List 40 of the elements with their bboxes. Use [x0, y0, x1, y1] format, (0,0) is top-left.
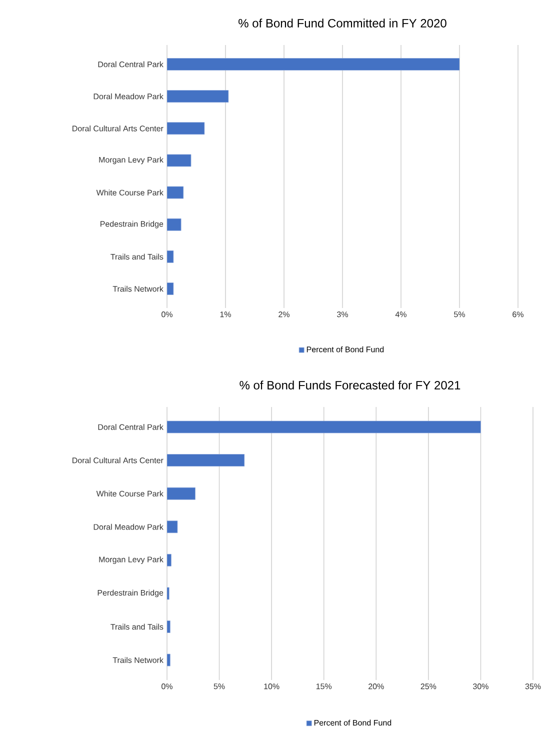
x-tick-label: 10%: [264, 684, 280, 690]
x-tick-label: 5%: [454, 312, 465, 318]
legend-label: Percent of Bond Fund: [314, 720, 392, 726]
x-tick-label: 2%: [278, 312, 290, 318]
bar: [167, 58, 460, 70]
legend-label: Percent of Bond Fund: [306, 346, 384, 352]
y-tick-label: Trails Network: [112, 657, 164, 663]
x-tick-label: 4%: [395, 312, 406, 318]
y-tick-label: White Course Park: [96, 190, 164, 196]
y-tick-label: Doral Meadow Park: [94, 93, 164, 100]
y-tick-label: Morgan Levy Park: [99, 556, 164, 564]
x-tick-label: 35%: [525, 684, 541, 690]
y-tick-label: Doral Meadow Park: [94, 524, 164, 530]
x-tick-label: 20%: [368, 684, 384, 690]
x-tick-label: 3%: [337, 312, 348, 318]
x-tick-label: 5%: [214, 684, 225, 690]
bar: [167, 90, 229, 103]
bar: [167, 454, 245, 466]
bar: [167, 122, 205, 135]
x-tick-label: 15%: [316, 684, 332, 690]
x-tick-label: 0%: [162, 312, 172, 318]
y-tick-label: Doral Central Park: [98, 424, 164, 430]
chart-title: % of Bond Fund Committed in FY 2020: [238, 18, 446, 28]
chart-title: % of Bond Funds Forecasted for FY 2021: [240, 380, 460, 390]
y-tick-label: Morgan Levy Park: [99, 156, 164, 164]
x-tick-label: 25%: [420, 684, 436, 690]
x-tick-label: 6%: [512, 312, 524, 318]
y-tick-label: Doral Central Park: [98, 61, 164, 68]
y-tick-label: Doral Cultural Arts Center: [72, 457, 164, 464]
y-tick-label: Trails Network: [112, 286, 164, 292]
y-tick-label: Trails and Tails: [110, 624, 164, 630]
y-tick-label: Pedestrain Bridge: [100, 220, 164, 228]
x-tick-label: 1%: [220, 312, 231, 318]
y-tick-label: Perdestrain Bridge: [98, 590, 164, 598]
y-tick-label: Trails and Tails: [110, 254, 164, 260]
y-tick-label: Doral Cultural Arts Center: [72, 125, 164, 132]
x-tick-label: 0%: [162, 684, 172, 690]
bar: [167, 420, 481, 434]
x-tick-label: 30%: [473, 684, 488, 690]
y-tick-label: White Course Park: [96, 490, 164, 497]
